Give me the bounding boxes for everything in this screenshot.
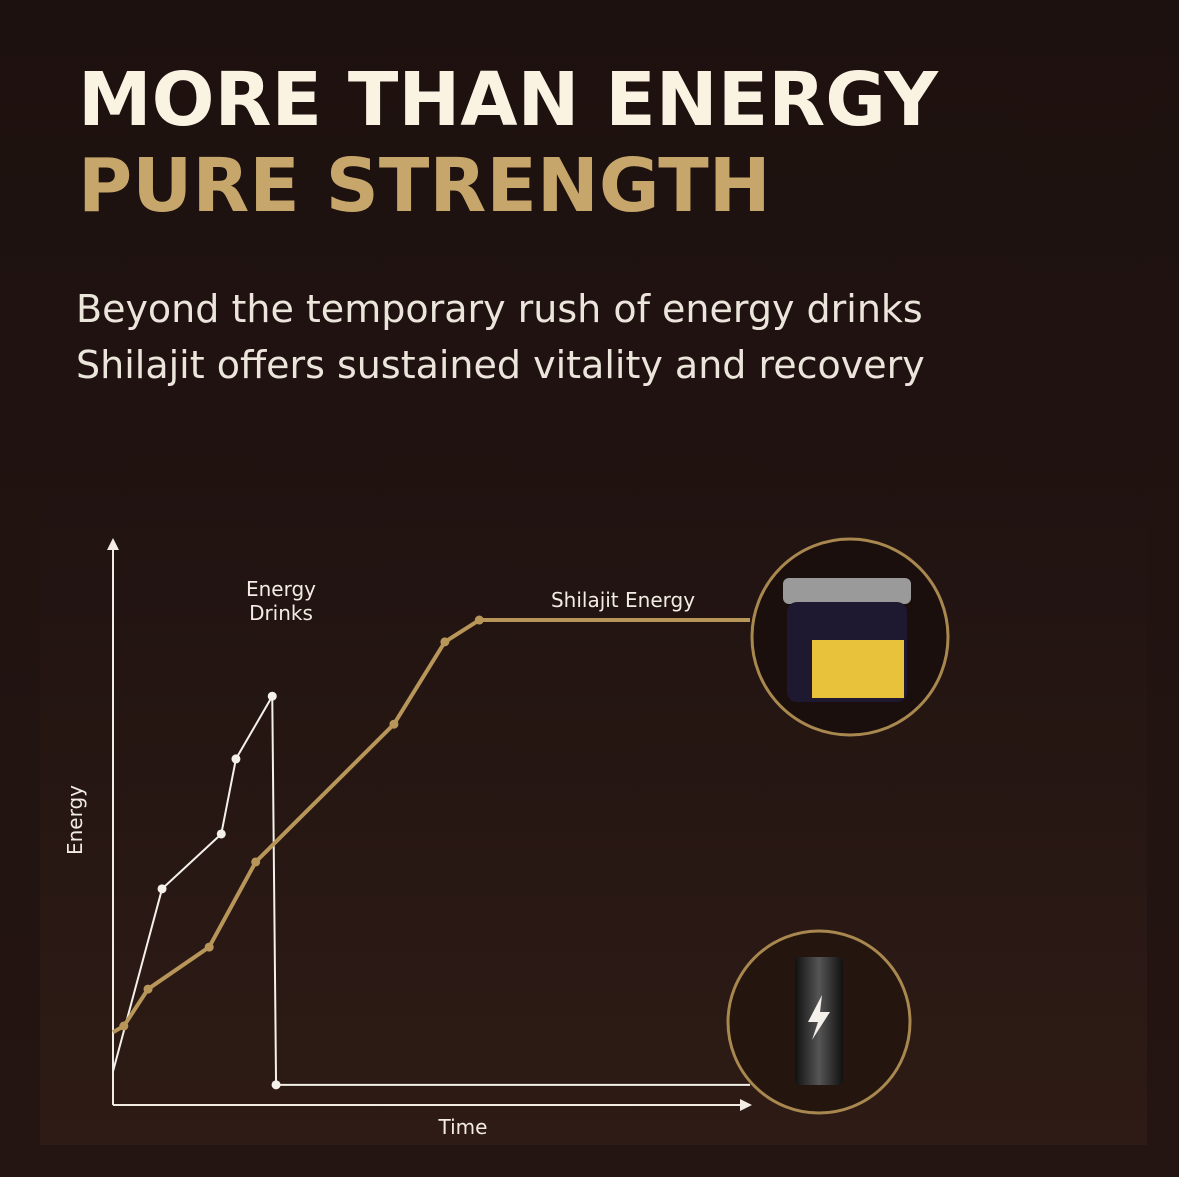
subtitle-line: Beyond the temporary rush of energy drin…: [76, 287, 923, 331]
point: [143, 984, 153, 994]
point: [119, 1021, 129, 1031]
point: [157, 884, 167, 894]
point: [231, 754, 241, 764]
title-line: MORE THAN ENERGY: [78, 57, 939, 143]
arrow: [107, 538, 119, 550]
axes: [112, 548, 745, 1106]
jar-label: [812, 640, 904, 698]
jar-lid: [783, 578, 911, 604]
x-axis-label: Time: [438, 1115, 488, 1139]
point: [389, 719, 399, 729]
point: [271, 1080, 281, 1090]
product-jar: [750, 537, 950, 737]
plot: [112, 615, 750, 1090]
product-can: [726, 929, 912, 1115]
point: [251, 857, 261, 867]
point: [474, 615, 484, 625]
y-axis-label: Energy: [63, 785, 87, 855]
bolt-icon: [808, 995, 830, 1040]
series-label: Energy Drinks: [245, 577, 317, 625]
point: [204, 942, 214, 952]
arrow: [740, 1099, 752, 1111]
title-line: PURE STRENGTH: [78, 143, 771, 229]
subtitle-line: Shilajit offers sustained vitality and r…: [76, 343, 925, 387]
point: [216, 829, 226, 839]
series-label: Shilajit Energy: [550, 588, 696, 612]
point: [267, 691, 277, 701]
point: [440, 637, 450, 647]
